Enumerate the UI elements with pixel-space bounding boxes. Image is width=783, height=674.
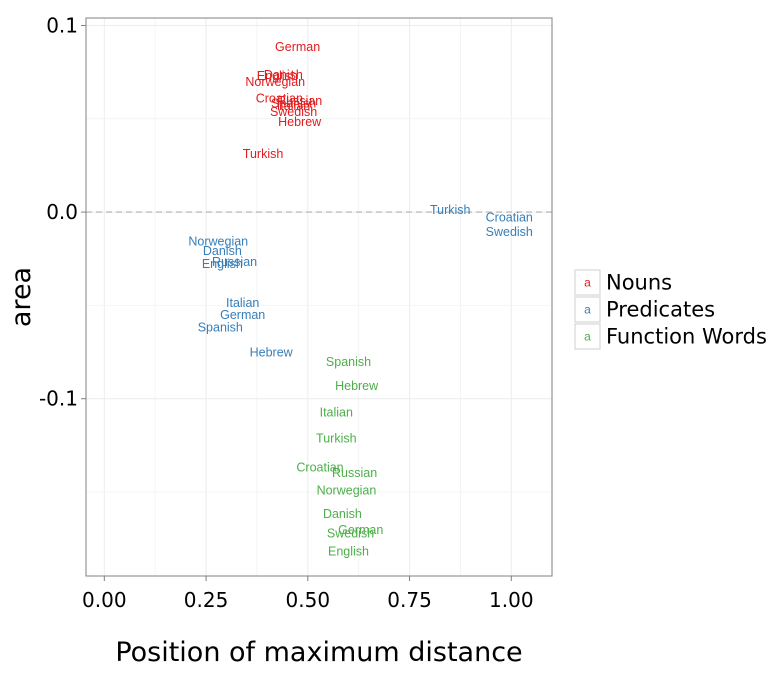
data-point-label: German xyxy=(338,523,383,537)
panel-background xyxy=(86,18,552,576)
legend-key-letter: a xyxy=(584,330,591,344)
data-point-label: Croatian xyxy=(296,460,343,474)
data-labels: GermanDanishEnglishNorwegianCroatianRuss… xyxy=(188,40,533,558)
data-point-label: Croatian xyxy=(256,91,303,105)
data-point-label: English xyxy=(328,544,369,558)
data-point-label: Danish xyxy=(264,68,303,82)
data-point-label: Russian xyxy=(277,94,322,108)
data-point-label: Danish xyxy=(323,507,362,521)
data-point-label: Norwegian xyxy=(245,75,305,89)
data-point-label: Turkish xyxy=(316,431,357,445)
y-axis-ticks: 0.1 0.0 -0.1 xyxy=(39,13,86,411)
x-tick-label: 0.75 xyxy=(387,588,432,612)
data-point-label: Russian xyxy=(332,466,377,480)
data-point-label: Hebrew xyxy=(278,115,322,129)
legend-key xyxy=(574,296,601,323)
data-point-label: Swedish xyxy=(270,105,317,119)
x-tick-label: 0.25 xyxy=(184,588,229,612)
data-point-label: Spanish xyxy=(326,355,371,369)
panel-border xyxy=(85,17,553,577)
data-point-label: Croatian xyxy=(486,210,533,224)
y-tick-label: 0.1 xyxy=(46,13,78,37)
data-point-label: Norwegian xyxy=(188,235,248,249)
legend-key xyxy=(574,323,601,350)
data-point-label: Danish xyxy=(203,244,242,258)
data-point-label: Spanish xyxy=(198,320,243,334)
legend-key xyxy=(574,269,601,296)
data-point-label: Hebrew xyxy=(250,346,294,360)
legend-entry-label: Predicates xyxy=(606,298,715,322)
data-point-label: Swedish xyxy=(486,225,533,239)
data-point-label: Norwegian xyxy=(317,484,377,498)
y-tick-label: -0.1 xyxy=(39,387,78,411)
data-point-label: Turkish xyxy=(243,147,284,161)
grid-lines xyxy=(86,18,552,576)
data-point-label: Italian xyxy=(320,405,353,419)
data-point-label: Italian xyxy=(226,296,259,310)
data-point-label: Turkish xyxy=(430,203,471,217)
x-tick-label: 0.00 xyxy=(82,588,127,612)
x-axis-title: Position of maximum distance xyxy=(115,637,522,668)
data-point-label: Russian xyxy=(212,255,257,269)
legend-entry-label: Function Words xyxy=(606,325,767,349)
data-point-label: Italian xyxy=(277,99,310,113)
legend: a Nouns a Predicates a Function Words xyxy=(574,269,767,350)
x-tick-label: 1.00 xyxy=(489,588,534,612)
legend-entry-label: Nouns xyxy=(606,271,672,295)
data-point-label: German xyxy=(275,40,320,54)
data-point-label: Swedish xyxy=(327,527,374,541)
data-point-label: Hebrew xyxy=(335,379,379,393)
legend-key-letter: a xyxy=(584,276,591,290)
x-axis-ticks: 0.00 0.25 0.50 0.75 1.00 xyxy=(82,576,534,612)
y-axis-title: area xyxy=(6,267,37,327)
data-point-label: Spanish xyxy=(271,96,316,110)
data-point-label: English xyxy=(257,69,298,83)
data-point-label: English xyxy=(202,257,243,271)
x-tick-label: 0.50 xyxy=(286,588,331,612)
data-point-label: German xyxy=(220,308,265,322)
legend-key-letter: a xyxy=(584,303,591,317)
y-tick-label: 0.0 xyxy=(46,200,78,224)
